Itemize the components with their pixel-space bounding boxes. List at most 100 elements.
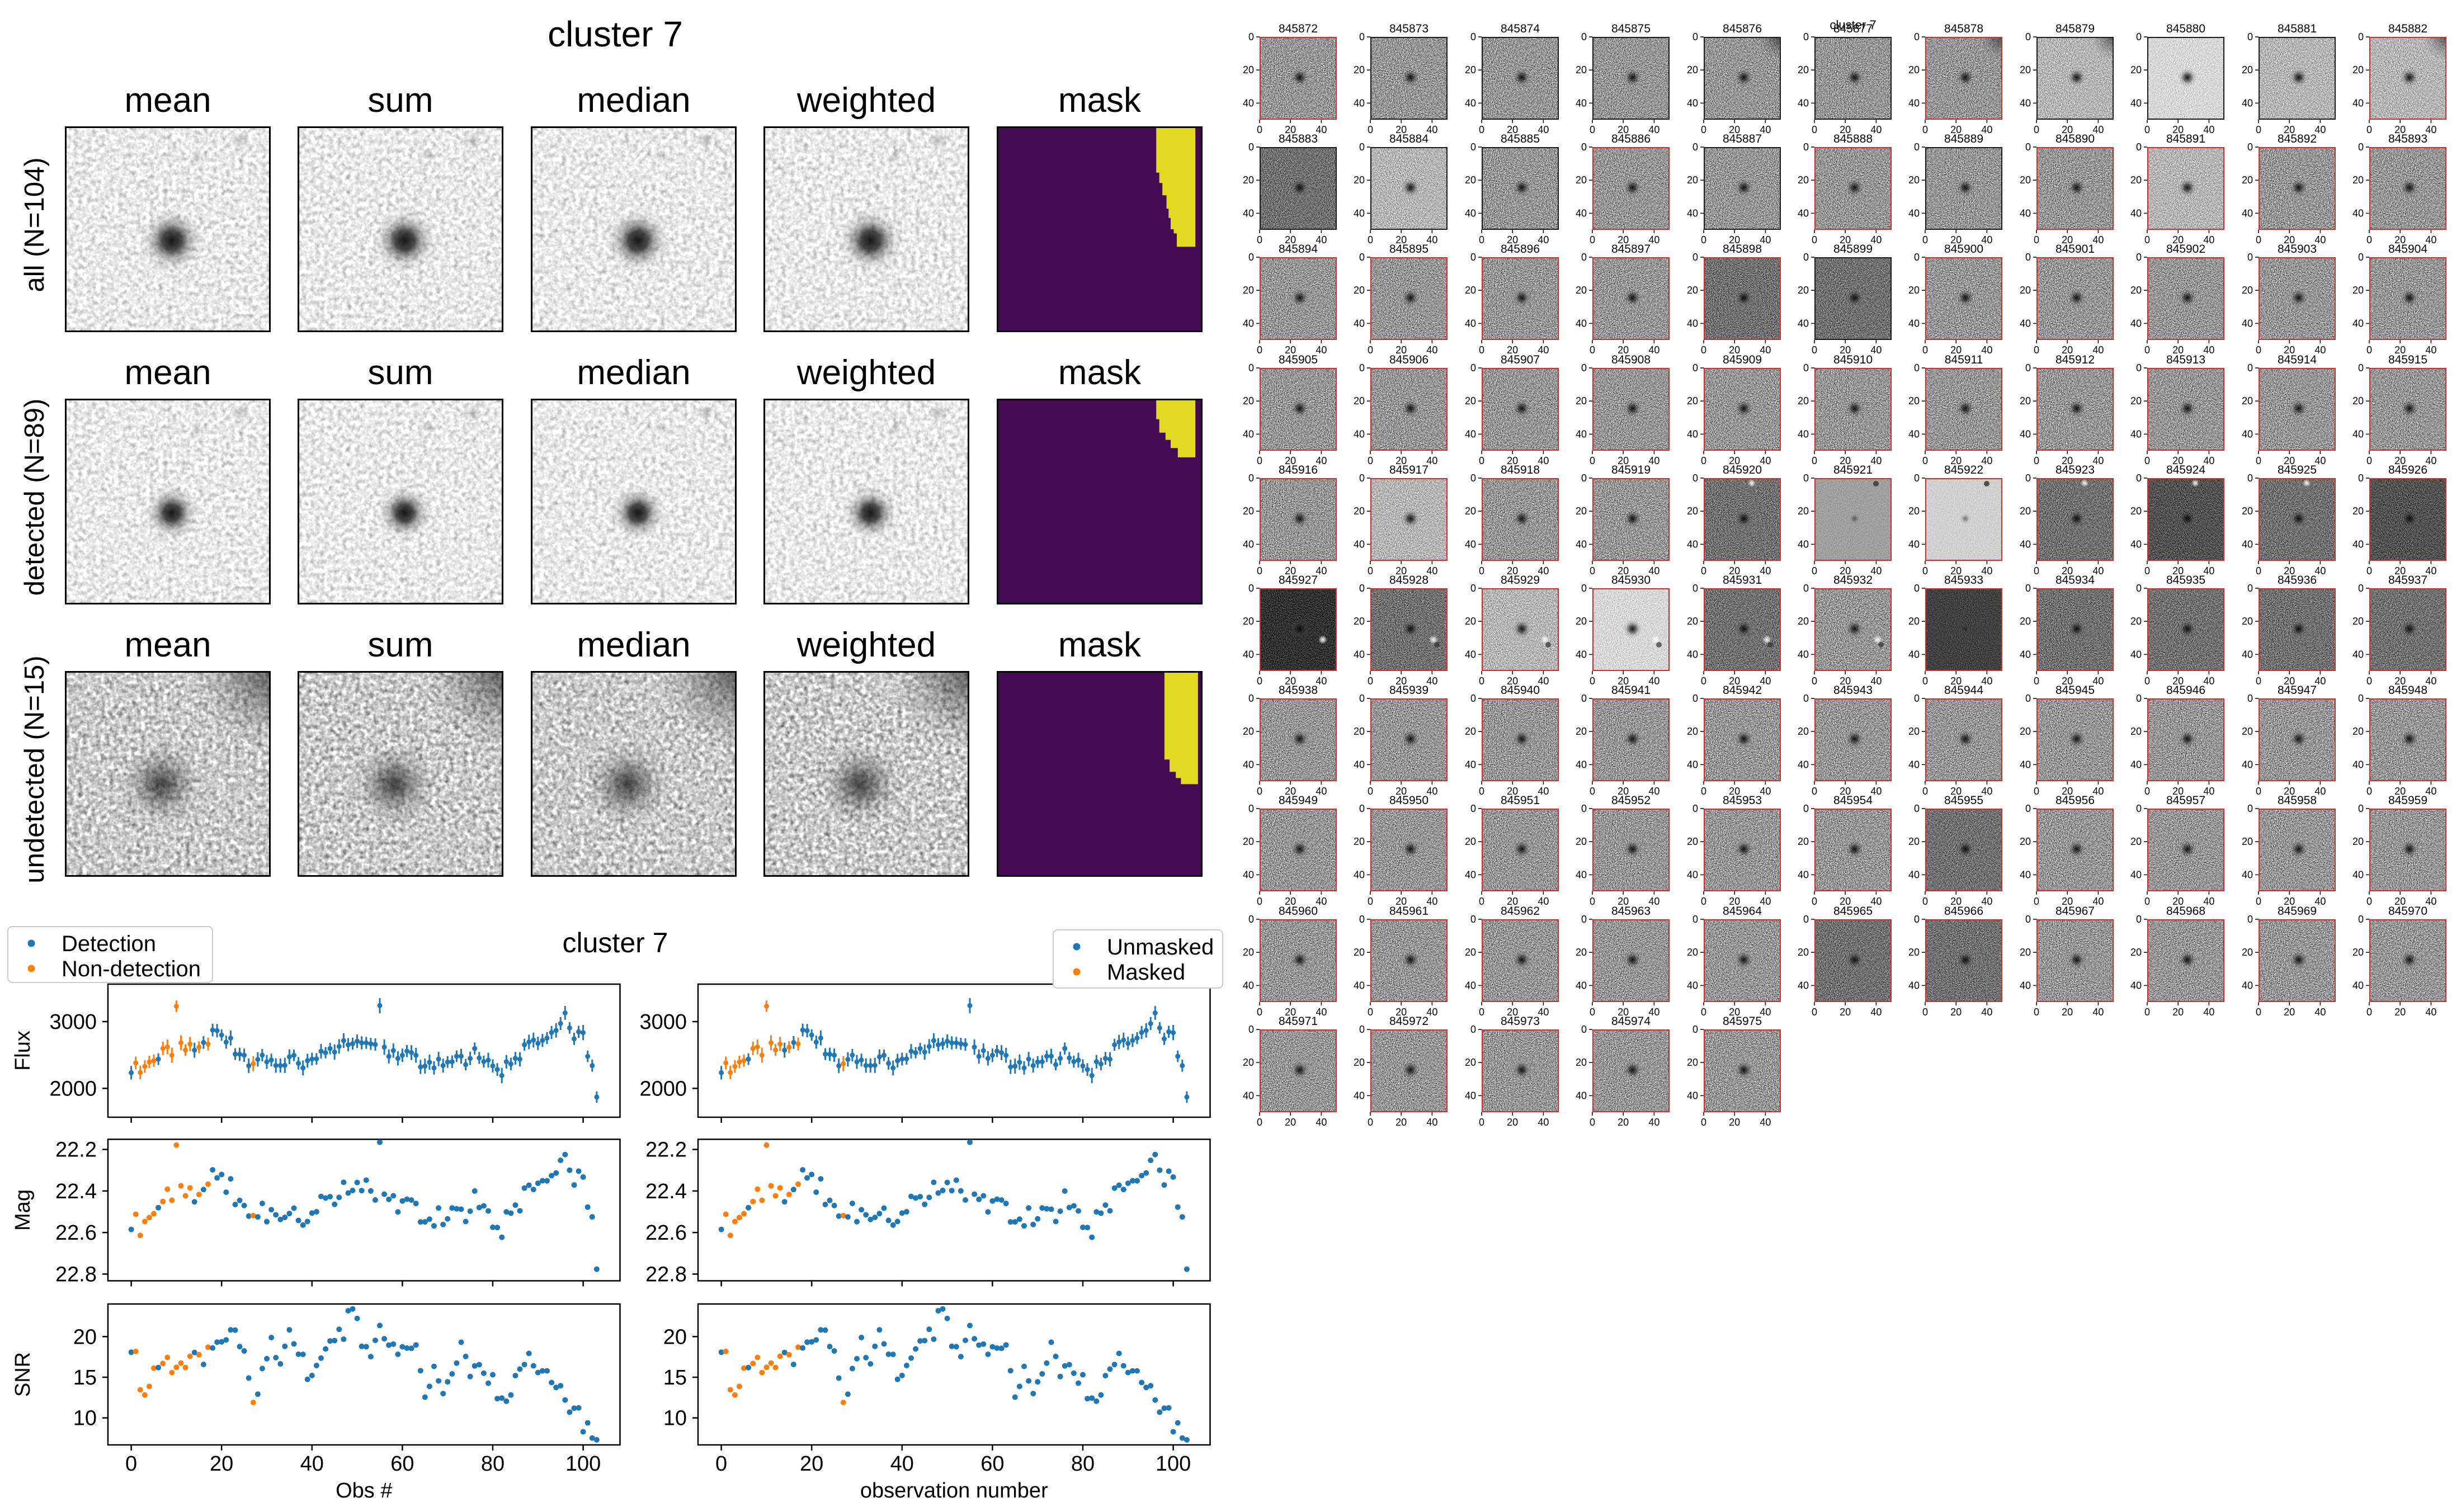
svg-text:40: 40 (1354, 980, 1365, 991)
svg-text:20: 20 (1840, 565, 1851, 577)
svg-text:40: 40 (2352, 318, 2364, 329)
svg-text:20: 20 (1285, 565, 1296, 577)
svg-text:20: 20 (1618, 565, 1629, 577)
svg-text:40: 40 (2352, 759, 2364, 771)
svg-text:0: 0 (2247, 141, 2253, 153)
svg-text:20: 20 (1840, 124, 1851, 135)
svg-text:0: 0 (2034, 124, 2039, 135)
svg-text:40: 40 (2425, 786, 2436, 797)
svg-text:40: 40 (2092, 234, 2104, 245)
svg-text:0: 0 (1248, 803, 1254, 814)
svg-text:0: 0 (1368, 124, 1373, 135)
svg-text:40: 40 (1870, 565, 1882, 577)
svg-text:40: 40 (1798, 318, 1809, 329)
svg-text:0: 0 (2144, 675, 2150, 687)
svg-text:845873: 845873 (1389, 22, 1428, 35)
svg-text:40: 40 (1687, 870, 1698, 881)
svg-text:845887: 845887 (1723, 133, 1762, 145)
svg-text:20: 20 (1729, 565, 1740, 577)
svg-text:20: 20 (1285, 234, 1296, 245)
svg-text:40: 40 (1908, 980, 1920, 991)
svg-text:0: 0 (1701, 896, 1706, 907)
svg-text:0: 0 (1803, 472, 1809, 484)
svg-text:0: 0 (1368, 344, 1373, 356)
svg-text:40: 40 (2204, 234, 2215, 245)
svg-text:0: 0 (1812, 344, 1817, 356)
svg-text:40: 40 (1982, 786, 1993, 797)
svg-text:20: 20 (1951, 565, 1962, 577)
svg-text:20: 20 (1687, 616, 1698, 627)
svg-text:0: 0 (1359, 362, 1365, 374)
svg-text:0: 0 (2025, 472, 2031, 484)
svg-text:20: 20 (1285, 896, 1296, 907)
svg-text:20: 20 (1798, 395, 1809, 407)
svg-text:0: 0 (1581, 252, 1587, 263)
svg-text:845872: 845872 (1279, 22, 1318, 35)
svg-text:0: 0 (2144, 455, 2150, 466)
svg-text:0: 0 (2366, 896, 2372, 907)
svg-text:40: 40 (2204, 565, 2215, 577)
svg-text:40: 40 (1687, 1090, 1698, 1101)
svg-text:40: 40 (2130, 208, 2142, 219)
svg-text:40: 40 (2352, 428, 2364, 440)
svg-text:845944: 845944 (1944, 684, 1983, 697)
svg-text:0: 0 (1812, 455, 1817, 466)
svg-text:20: 20 (1576, 726, 1587, 737)
svg-text:20: 20 (2130, 837, 2142, 848)
svg-text:20: 20 (2062, 786, 2073, 797)
svg-text:20: 20 (1243, 174, 1254, 186)
svg-text:40: 40 (2020, 318, 2031, 329)
svg-text:40: 40 (1316, 786, 1327, 797)
svg-text:20: 20 (1951, 1007, 1962, 1018)
svg-text:40: 40 (1354, 428, 1365, 440)
svg-text:20: 20 (2062, 124, 2073, 135)
svg-text:40: 40 (1649, 896, 1660, 907)
svg-text:0: 0 (1257, 344, 1262, 356)
svg-text:0: 0 (1248, 914, 1254, 925)
svg-text:Detection: Detection (62, 932, 156, 956)
svg-text:20: 20 (1798, 837, 1809, 848)
svg-text:845894: 845894 (1279, 243, 1318, 256)
svg-text:40: 40 (1798, 428, 1809, 440)
svg-text:845973: 845973 (1501, 1015, 1540, 1028)
svg-text:845958: 845958 (2278, 794, 2317, 807)
svg-text:0: 0 (1701, 234, 1706, 245)
svg-text:40: 40 (1870, 344, 1882, 356)
svg-text:845922: 845922 (1944, 464, 1983, 476)
svg-text:Non-detection: Non-detection (62, 957, 201, 981)
svg-text:845959: 845959 (2388, 794, 2427, 807)
svg-text:40: 40 (1908, 649, 1920, 660)
svg-text:0: 0 (2144, 565, 2150, 577)
svg-text:0: 0 (2034, 786, 2039, 797)
svg-text:0: 0 (1248, 472, 1254, 484)
svg-text:40: 40 (1316, 565, 1327, 577)
svg-text:845951: 845951 (1501, 794, 1540, 807)
svg-text:0: 0 (1479, 896, 1484, 907)
svg-text:40: 40 (1465, 208, 1476, 219)
svg-text:40: 40 (2020, 759, 2031, 771)
svg-text:20: 20 (2172, 1007, 2184, 1018)
svg-text:845968: 845968 (2166, 905, 2205, 918)
svg-text:845902: 845902 (2166, 243, 2205, 256)
svg-text:40: 40 (1982, 344, 1993, 356)
svg-text:20: 20 (1243, 1057, 1254, 1068)
svg-text:845972: 845972 (1389, 1015, 1428, 1028)
svg-text:845971: 845971 (1279, 1015, 1318, 1028)
svg-text:40: 40 (1870, 786, 1882, 797)
svg-text:20: 20 (2394, 124, 2406, 135)
svg-text:0: 0 (2256, 675, 2261, 687)
svg-text:40: 40 (1760, 344, 1771, 356)
svg-text:40: 40 (1427, 455, 1438, 466)
svg-text:0: 0 (2256, 786, 2261, 797)
svg-text:845924: 845924 (2166, 464, 2205, 476)
svg-text:0: 0 (2025, 693, 2031, 704)
svg-text:40: 40 (1243, 980, 1254, 991)
svg-text:845877: 845877 (1833, 22, 1873, 35)
svg-text:15: 15 (73, 1366, 97, 1390)
svg-text:20: 20 (1618, 1117, 1629, 1128)
svg-text:0: 0 (2136, 472, 2142, 484)
svg-text:22.8: 22.8 (645, 1263, 687, 1287)
svg-text:0: 0 (1812, 786, 1817, 797)
svg-text:20: 20 (1729, 344, 1740, 356)
svg-text:0: 0 (1479, 234, 1484, 245)
